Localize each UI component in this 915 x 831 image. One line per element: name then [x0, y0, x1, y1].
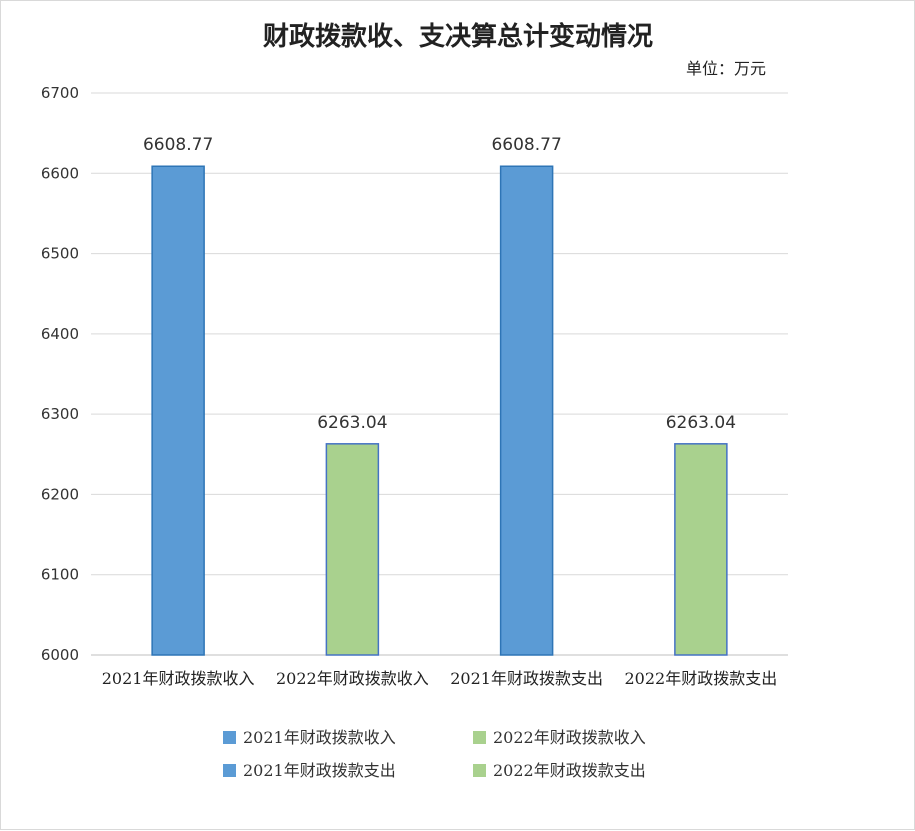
legend-swatch: [223, 764, 236, 777]
y-tick-label: 6200: [41, 485, 79, 503]
data-label: 6263.04: [666, 413, 736, 433]
x-category-label: 2022年财政拨款收入: [276, 669, 429, 688]
bar: [325, 443, 380, 656]
data-label: 6608.77: [143, 135, 213, 155]
legend-swatch: [223, 731, 236, 744]
legend-swatch: [473, 731, 486, 744]
y-axis-ticks: 6000 6100 6200 6300 6400 6500 6600 6700: [41, 84, 79, 664]
gridlines: [91, 92, 788, 656]
legend-swatch: [473, 764, 486, 777]
y-tick-label: 6100: [41, 566, 79, 584]
bar: [499, 165, 554, 656]
unit-label: 单位：万元: [686, 59, 766, 78]
legend-label: 2022年财政拨款支出: [493, 761, 646, 780]
x-category-label: 2022年财政拨款支出: [625, 669, 778, 688]
legend-label: 2021年财政拨款支出: [243, 761, 396, 780]
x-axis-categories: 2021年财政拨款收入 2022年财政拨款收入 2021年财政拨款支出 2022年财政…: [102, 669, 777, 688]
y-tick-label: 6600: [41, 164, 79, 182]
bar: [151, 165, 205, 656]
y-tick-label: 6000: [41, 646, 79, 664]
y-tick-label: 6400: [41, 325, 79, 343]
x-category-label: 2021年财政拨款收入: [102, 669, 255, 688]
y-tick-label: 6500: [41, 245, 79, 263]
data-labels: 6608.77 6263.04 6608.77 6263.04: [143, 135, 736, 433]
data-label: 6263.04: [317, 413, 387, 433]
x-category-label: 2021年财政拨款支出: [450, 669, 603, 688]
bar: [674, 443, 728, 656]
bars: [151, 165, 728, 656]
legend-label: 2021年财政拨款收入: [243, 728, 396, 747]
y-tick-label: 6300: [41, 405, 79, 423]
y-tick-label: 6700: [41, 84, 79, 102]
legend: 2021年财政拨款收入 2022年财政拨款收入 2021年财政拨款支出 2022年财政…: [223, 728, 646, 780]
data-label: 6608.77: [491, 135, 561, 155]
legend-label: 2022年财政拨款收入: [493, 728, 646, 747]
chart-title: 财政拨款收、支决算总计变动情况: [263, 21, 653, 52]
